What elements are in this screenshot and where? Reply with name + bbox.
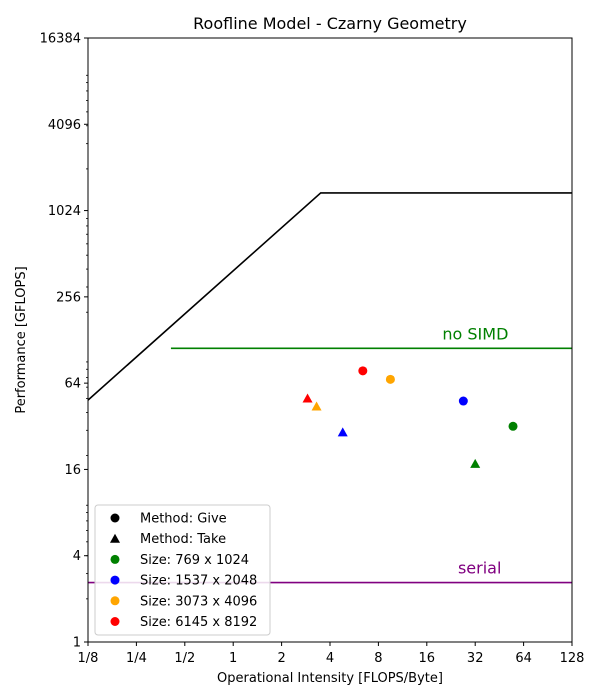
x-tick-label: 1/2 xyxy=(174,651,195,666)
legend-marker xyxy=(110,533,120,543)
data-point xyxy=(458,396,468,406)
x-tick-label: 16 xyxy=(419,651,436,666)
legend-label: Size: 769 x 1024 xyxy=(140,553,249,568)
axis-ticks: 1/8 1/4 1/2 1 2 4 8 16 32 64 128 1 4 16 64 256 1024 4096 1… xyxy=(40,32,585,667)
x-tick-label: 8 xyxy=(374,651,382,666)
x-tick-label: 32 xyxy=(467,651,484,666)
data-point xyxy=(337,427,348,437)
y-tick-label: 16384 xyxy=(40,32,81,47)
data-point xyxy=(358,366,368,376)
x-tick-label: 128 xyxy=(560,651,585,666)
data-point xyxy=(311,401,322,411)
legend-label: Size: 3073 x 4096 xyxy=(140,594,257,609)
y-tick-label: 1024 xyxy=(48,204,81,219)
x-tick-label: 4 xyxy=(326,651,334,666)
roofline xyxy=(87,192,572,401)
legend-marker xyxy=(110,596,120,606)
legend-marker xyxy=(110,575,120,585)
x-tick-label: 2 xyxy=(277,651,285,666)
data-point xyxy=(302,393,313,403)
legend-marker xyxy=(110,554,120,564)
chart-title: Roofline Model - Czarny Geometry xyxy=(193,14,467,33)
legend-label: Size: 6145 x 8192 xyxy=(140,615,257,630)
y-tick-label: 256 xyxy=(56,290,81,305)
legend: Method: Give Method: Take Size: 769 x 1024… xyxy=(94,504,271,636)
x-tick-label: 64 xyxy=(515,651,532,666)
y-tick-label: 4096 xyxy=(48,118,81,133)
x-tick-label: 1/8 xyxy=(78,651,99,666)
legend-label: Method: Give xyxy=(140,512,227,527)
data-point xyxy=(508,421,518,431)
legend-box xyxy=(94,504,271,636)
plot-area: no SIMD serial xyxy=(87,192,572,584)
y-tick-label: 16 xyxy=(64,463,81,478)
data-point xyxy=(385,374,395,384)
x-tick-label: 1 xyxy=(229,651,237,666)
x-axis-label: Operational Intensity [FLOPS/Byte] xyxy=(217,671,443,686)
legend-marker xyxy=(110,617,120,626)
x-tick-label: 1/4 xyxy=(126,651,147,666)
plot-frame xyxy=(87,37,573,643)
y-tick-label: 1 xyxy=(73,636,81,651)
ceiling-label: serial xyxy=(458,559,501,578)
legend-label: Method: Take xyxy=(140,532,226,547)
y-axis-label: Performance [GFLOPS] xyxy=(14,266,29,413)
y-tick-label: 4 xyxy=(73,549,81,564)
data-point xyxy=(470,458,481,468)
legend-label: Size: 1537 x 2048 xyxy=(140,574,257,589)
legend-marker xyxy=(110,513,120,523)
ceiling-label: no SIMD xyxy=(442,324,508,343)
y-tick-label: 64 xyxy=(64,377,81,392)
